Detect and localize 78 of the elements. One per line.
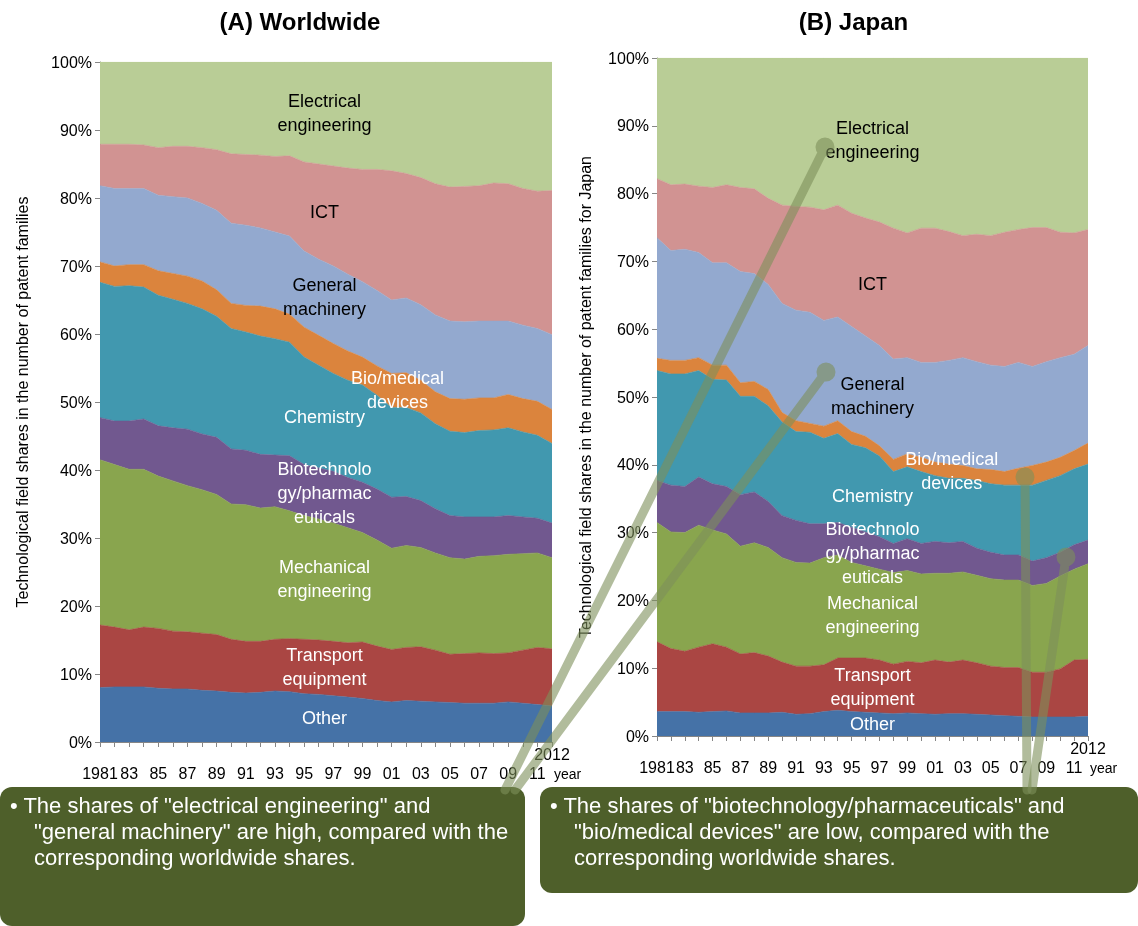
series-label: ICT (858, 273, 887, 294)
series-label: Mechanical engineering (277, 557, 372, 602)
x-tick-label: 87 (178, 765, 197, 782)
series-label: Chemistry (831, 486, 914, 507)
x-tick-label: 95 (295, 765, 314, 782)
chart-title: (B) Japan (798, 7, 909, 35)
x-tick-label: 97 (324, 765, 343, 782)
x-tick-label: 91 (787, 759, 806, 776)
y-tick-label: 60% (59, 325, 92, 343)
y-tick-label: 20% (616, 591, 649, 609)
x-tick-label: 85 (149, 765, 168, 782)
series-label: Transport equipment (282, 645, 367, 690)
x-tick-label: 85 (703, 759, 722, 776)
text: • The shares of "biotechnology/pharmaceuticals" and "bio/medical devices" are low, compared with the corresponding worldwide shares. (550, 793, 1065, 870)
x-tick-label: 01 (382, 765, 401, 782)
x-tick-label: 91 (236, 765, 255, 782)
x-tick-label: 11 (529, 765, 546, 782)
y-tick-label: 20% (59, 597, 92, 615)
series-label: Mechanical engineering (825, 592, 920, 637)
x-tick-label: 97 (870, 759, 889, 776)
series-label: ICT (310, 201, 340, 222)
x-tick-label: 01 (926, 759, 945, 776)
x-tick-label: 07 (470, 765, 489, 782)
series-label: Transport equipment (830, 664, 915, 709)
x-tick-label: 99 (898, 759, 917, 776)
x-tick-label: 93 (266, 765, 284, 782)
y-axis-title: Technological field shares in the number of patent families (13, 196, 31, 608)
series-label: Biotechnolo gy/pharmac euticals (277, 459, 372, 528)
y-tick-label: 0% (68, 733, 92, 751)
y-tick-label: 40% (616, 456, 649, 474)
x-axis-title: year (554, 766, 582, 782)
y-tick-label: 10% (616, 659, 649, 677)
y-tick-label: 10% (59, 665, 92, 683)
series-label: General machinery (830, 373, 915, 418)
x-tick-label: 1981 (639, 759, 675, 776)
series-label: Electrical engineering (277, 91, 372, 135)
x-tick-label: 03 (411, 765, 430, 782)
y-tick-label: 80% (616, 185, 649, 203)
x-tick-label: 2012 (1070, 740, 1106, 757)
y-tick-label: 100% (608, 49, 649, 67)
series-label: Chemistry (284, 406, 366, 427)
x-tick-label: 83 (120, 765, 139, 782)
x-axis-title: year (1090, 760, 1118, 776)
x-tick-label: 87 (731, 759, 750, 776)
x-tick-label: 99 (353, 765, 372, 782)
x-tick-label: 89 (759, 759, 778, 776)
x-tick-label: 1981 (82, 765, 118, 782)
y-tick-label: 80% (59, 189, 92, 207)
x-tick-label: 05 (981, 759, 1000, 776)
y-tick-label: 50% (616, 388, 649, 406)
x-tick-label: 09 (1037, 759, 1056, 776)
y-tick-label: 30% (616, 524, 649, 542)
y-tick-label: 50% (59, 393, 92, 411)
x-tick-label: 95 (842, 759, 861, 776)
x-tick-label: 89 (207, 765, 226, 782)
chart-title: (A) Worldwide (219, 7, 381, 35)
x-tick-label: 11 (1065, 759, 1083, 776)
series-label: Biotechnolo gy/pharmac euticals (825, 518, 920, 587)
y-tick-label: 90% (59, 121, 92, 139)
x-tick-label: 09 (499, 765, 518, 782)
series-label: General machinery (283, 275, 367, 320)
x-tick-label: 05 (441, 765, 459, 782)
y-tick-label: 100% (51, 53, 92, 71)
y-tick-label: 0% (625, 727, 649, 745)
x-tick-label: 83 (675, 759, 694, 776)
y-axis-title: Technological field shares in the number of patent families for Japan (576, 155, 594, 639)
x-tick-label: 07 (1009, 759, 1028, 776)
y-tick-label: 60% (616, 320, 649, 338)
text: • The shares of "electrical engineering" and "general machinery" are high, compared with the corresponding worldwide shares. (10, 793, 509, 870)
y-tick-label: 70% (59, 257, 92, 275)
x-tick-label: 2012 (534, 746, 570, 763)
y-tick-label: 90% (616, 117, 649, 135)
series-label: Electrical engineering (825, 118, 920, 163)
y-tick-label: 40% (59, 461, 92, 479)
y-tick-label: 70% (616, 252, 649, 270)
x-tick-label: 03 (953, 759, 972, 776)
x-tick-label: 93 (814, 759, 833, 776)
y-tick-label: 30% (59, 529, 92, 547)
